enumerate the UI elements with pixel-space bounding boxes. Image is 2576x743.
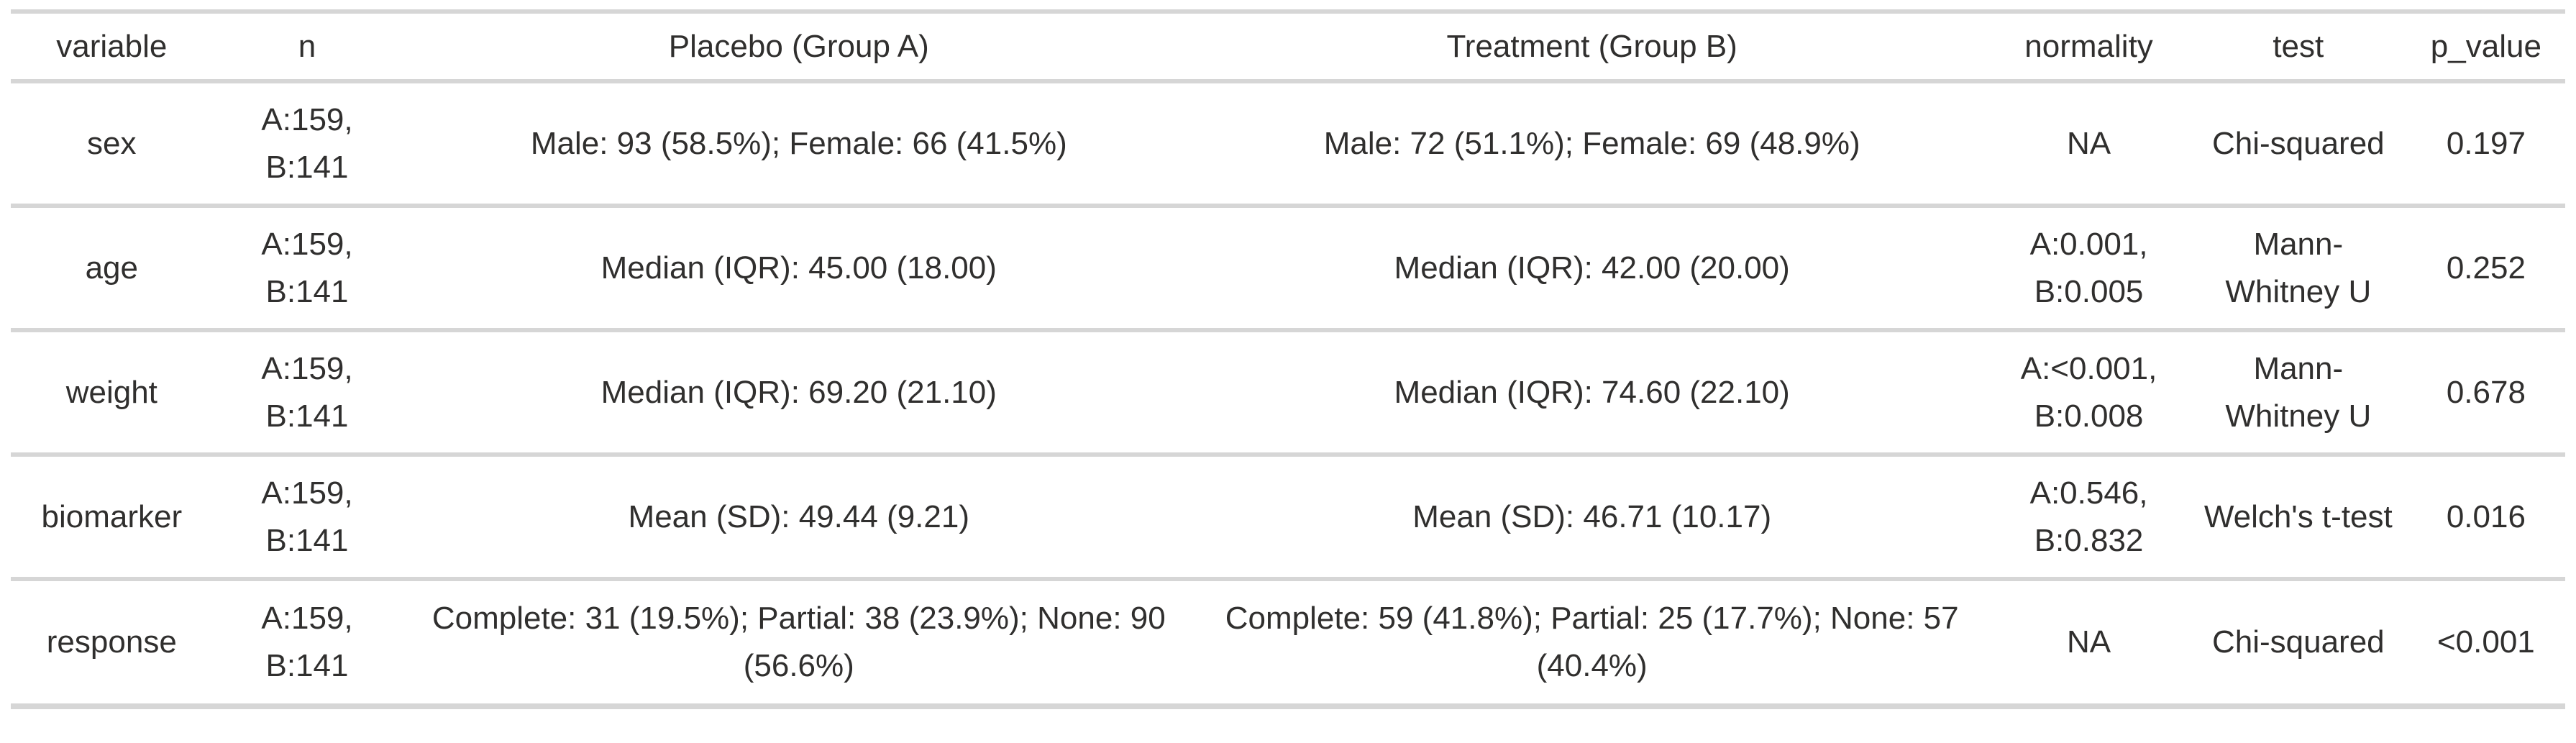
column-header-test: test: [2273, 28, 2324, 64]
cell-normality: A:0.001, B:0.005: [2029, 226, 2148, 309]
cell-placebo: Median (IQR): 69.20 (21.10): [600, 374, 997, 410]
cell-placebo: Male: 93 (58.5%); Female: 66 (41.5%): [530, 125, 1067, 161]
cell-treatment: Complete: 59 (41.8%); Partial: 25 (17.7%…: [1225, 601, 1959, 683]
cell-treatment: Median (IQR): 74.60 (22.10): [1394, 374, 1790, 410]
table-row-response: response A:159, B:141 Complete: 31 (19.5…: [11, 579, 2565, 703]
cell-n: A:159, B:141: [261, 226, 353, 309]
cell-test: Mann-Whitney U: [2225, 350, 2372, 434]
cell-n: A:159, B:141: [261, 601, 353, 683]
cell-variable: age: [85, 250, 138, 286]
column-header-normality: normality: [2024, 28, 2153, 64]
cell-test: Chi-squared: [2211, 624, 2385, 660]
header-row: variable n Placebo (Group A) Treatment (…: [11, 14, 2565, 81]
column-header-treatment: Treatment (Group B): [1446, 28, 1737, 64]
cell-n: A:159, B:141: [261, 475, 353, 558]
column-header-variable: variable: [56, 28, 168, 64]
table-row-weight: weight A:159, B:141 Median (IQR): 69.20 …: [11, 330, 2565, 455]
summary-table: variable n Placebo (Group A) Treatment (…: [11, 14, 2565, 703]
statistical-summary-table: variable n Placebo (Group A) Treatment (…: [11, 9, 2565, 709]
cell-normality: NA: [2066, 125, 2111, 161]
cell-n: A:159, B:141: [261, 350, 353, 434]
cell-test: Welch's t-test: [2203, 498, 2393, 534]
table-row-biomarker: biomarker A:159, B:141 Mean (SD): 49.44 …: [11, 455, 2565, 579]
cell-variable: sex: [87, 125, 137, 161]
cell-placebo: Mean (SD): 49.44 (9.21): [628, 498, 969, 534]
column-header-placebo: Placebo (Group A): [668, 28, 929, 64]
cell-test: Mann-Whitney U: [2225, 226, 2372, 309]
cell-variable: weight: [65, 374, 157, 410]
cell-normality: A:<0.001, B:0.008: [2020, 350, 2157, 434]
cell-variable: biomarker: [41, 498, 183, 534]
table-header: variable n Placebo (Group A) Treatment (…: [11, 14, 2565, 81]
cell-placebo: Complete: 31 (19.5%); Partial: 38 (23.9%…: [431, 601, 1166, 683]
cell-p-value: 0.252: [2446, 250, 2526, 286]
cell-placebo: Median (IQR): 45.00 (18.00): [600, 250, 997, 286]
cell-p-value: 0.678: [2446, 374, 2526, 410]
table-body: sex A:159, B:141 Male: 93 (58.5%); Femal…: [11, 81, 2565, 703]
column-header-p-value: p_value: [2430, 28, 2541, 64]
cell-normality: A:0.546, B:0.832: [2029, 475, 2148, 558]
cell-test: Chi-squared: [2211, 125, 2385, 161]
column-header-n: n: [298, 28, 316, 64]
cell-p-value: <0.001: [2436, 624, 2535, 660]
cell-p-value: 0.016: [2446, 498, 2526, 534]
cell-treatment: Male: 72 (51.1%); Female: 69 (48.9%): [1323, 125, 1860, 161]
cell-treatment: Mean (SD): 46.71 (10.17): [1412, 498, 1772, 534]
cell-treatment: Median (IQR): 42.00 (20.00): [1394, 250, 1790, 286]
cell-n: A:159, B:141: [261, 101, 353, 185]
cell-normality: NA: [2066, 624, 2111, 660]
cell-variable: response: [46, 624, 177, 660]
table-row-sex: sex A:159, B:141 Male: 93 (58.5%); Femal…: [11, 81, 2565, 206]
table-row-age: age A:159, B:141 Median (IQR): 45.00 (18…: [11, 206, 2565, 330]
cell-p-value: 0.197: [2446, 125, 2526, 161]
